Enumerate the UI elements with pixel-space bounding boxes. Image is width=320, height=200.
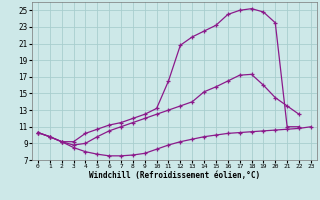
X-axis label: Windchill (Refroidissement éolien,°C): Windchill (Refroidissement éolien,°C) [89,171,260,180]
